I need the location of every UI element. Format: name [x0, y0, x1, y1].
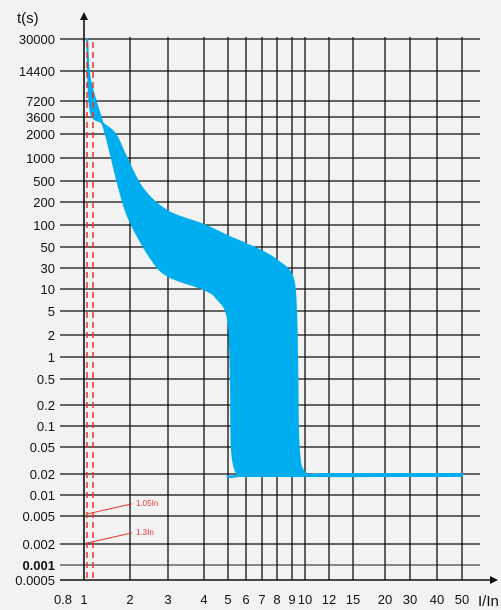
- x-tick-label: 20: [378, 592, 392, 607]
- y-tick-label: 7200: [26, 94, 55, 109]
- y-tick-label: 0.05: [30, 440, 55, 455]
- x-tick-label: 8: [273, 592, 280, 607]
- y-tick-label: 10: [41, 282, 55, 297]
- y-tick-label: 1: [48, 350, 55, 365]
- x-tick-label: 6: [242, 592, 249, 607]
- y-tick-label: 30: [41, 261, 55, 276]
- reference-label: 1.05In: [136, 499, 158, 508]
- y-tick-label: 200: [33, 195, 55, 210]
- x-tick-label: 15: [346, 592, 360, 607]
- reference-lines: 1.05In 1.3In: [86, 42, 158, 580]
- x-tick-label: 50: [455, 592, 469, 607]
- trip-band: [86, 38, 463, 478]
- y-tick-label: 3600: [26, 110, 55, 125]
- y-tick-label: 1000: [26, 151, 55, 166]
- y-tick-label: 50: [41, 240, 55, 255]
- x-tick-label: 12: [322, 592, 336, 607]
- x-tick-label: 2: [126, 592, 133, 607]
- x-tick-label: 0.8: [54, 592, 72, 607]
- x-tick-label: 3: [164, 592, 171, 607]
- reference-label: 1.3In: [136, 528, 154, 537]
- x-tick-label: 4: [200, 592, 207, 607]
- y-axis-label: t(s): [17, 10, 39, 27]
- y-tick-label: 14400: [19, 64, 55, 79]
- y-tick-label: 0.001: [22, 558, 55, 573]
- trip-band-area: [86, 38, 463, 478]
- axes: [60, 12, 498, 584]
- y-tick-label: 2000: [26, 127, 55, 142]
- y-tick-label: 0.0005: [15, 573, 55, 588]
- y-tick-label: 0.002: [22, 537, 55, 552]
- x-tick-label: 5: [224, 592, 231, 607]
- y-tick-label: 5: [48, 304, 55, 319]
- y-tick-label: 0.1: [37, 419, 55, 434]
- x-tick-label: 40: [430, 592, 444, 607]
- x-tick-labels: 0.8 1 2 3 4 5 6 7 8 9 10 12 15 20 30 40 50: [54, 592, 469, 607]
- x-tick-label: 1: [80, 592, 87, 607]
- x-tick-label: 9: [288, 592, 295, 607]
- y-tick-label: 500: [33, 174, 55, 189]
- y-tick-label: 30000: [19, 32, 55, 47]
- y-axis-arrow: [80, 12, 88, 20]
- y-tick-label: 100: [33, 218, 55, 233]
- reference-leader: [87, 532, 133, 544]
- y-tick-label: 0.01: [30, 488, 55, 503]
- y-tick-label: 2: [48, 328, 55, 343]
- y-tick-label: 0.02: [30, 467, 55, 482]
- x-tick-label: 30: [403, 592, 417, 607]
- x-tick-label: 7: [258, 592, 265, 607]
- x-axis-label: I/In: [478, 593, 499, 610]
- x-axis-arrow: [490, 576, 498, 584]
- y-tick-label: 0.5: [37, 372, 55, 387]
- y-tick-label: 0.2: [37, 398, 55, 413]
- x-tick-label: 10: [298, 592, 312, 607]
- reference-leader: [87, 503, 133, 515]
- y-tick-label: 0.005: [22, 509, 55, 524]
